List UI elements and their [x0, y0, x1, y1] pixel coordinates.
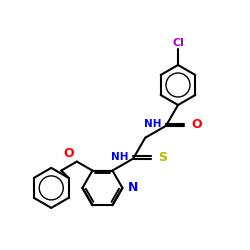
Text: O: O	[191, 118, 202, 131]
Text: NH: NH	[144, 119, 161, 129]
Text: NH: NH	[111, 152, 128, 162]
Text: N: N	[128, 182, 138, 194]
Text: S: S	[158, 151, 167, 164]
Text: O: O	[63, 146, 74, 160]
Text: Cl: Cl	[172, 38, 184, 48]
